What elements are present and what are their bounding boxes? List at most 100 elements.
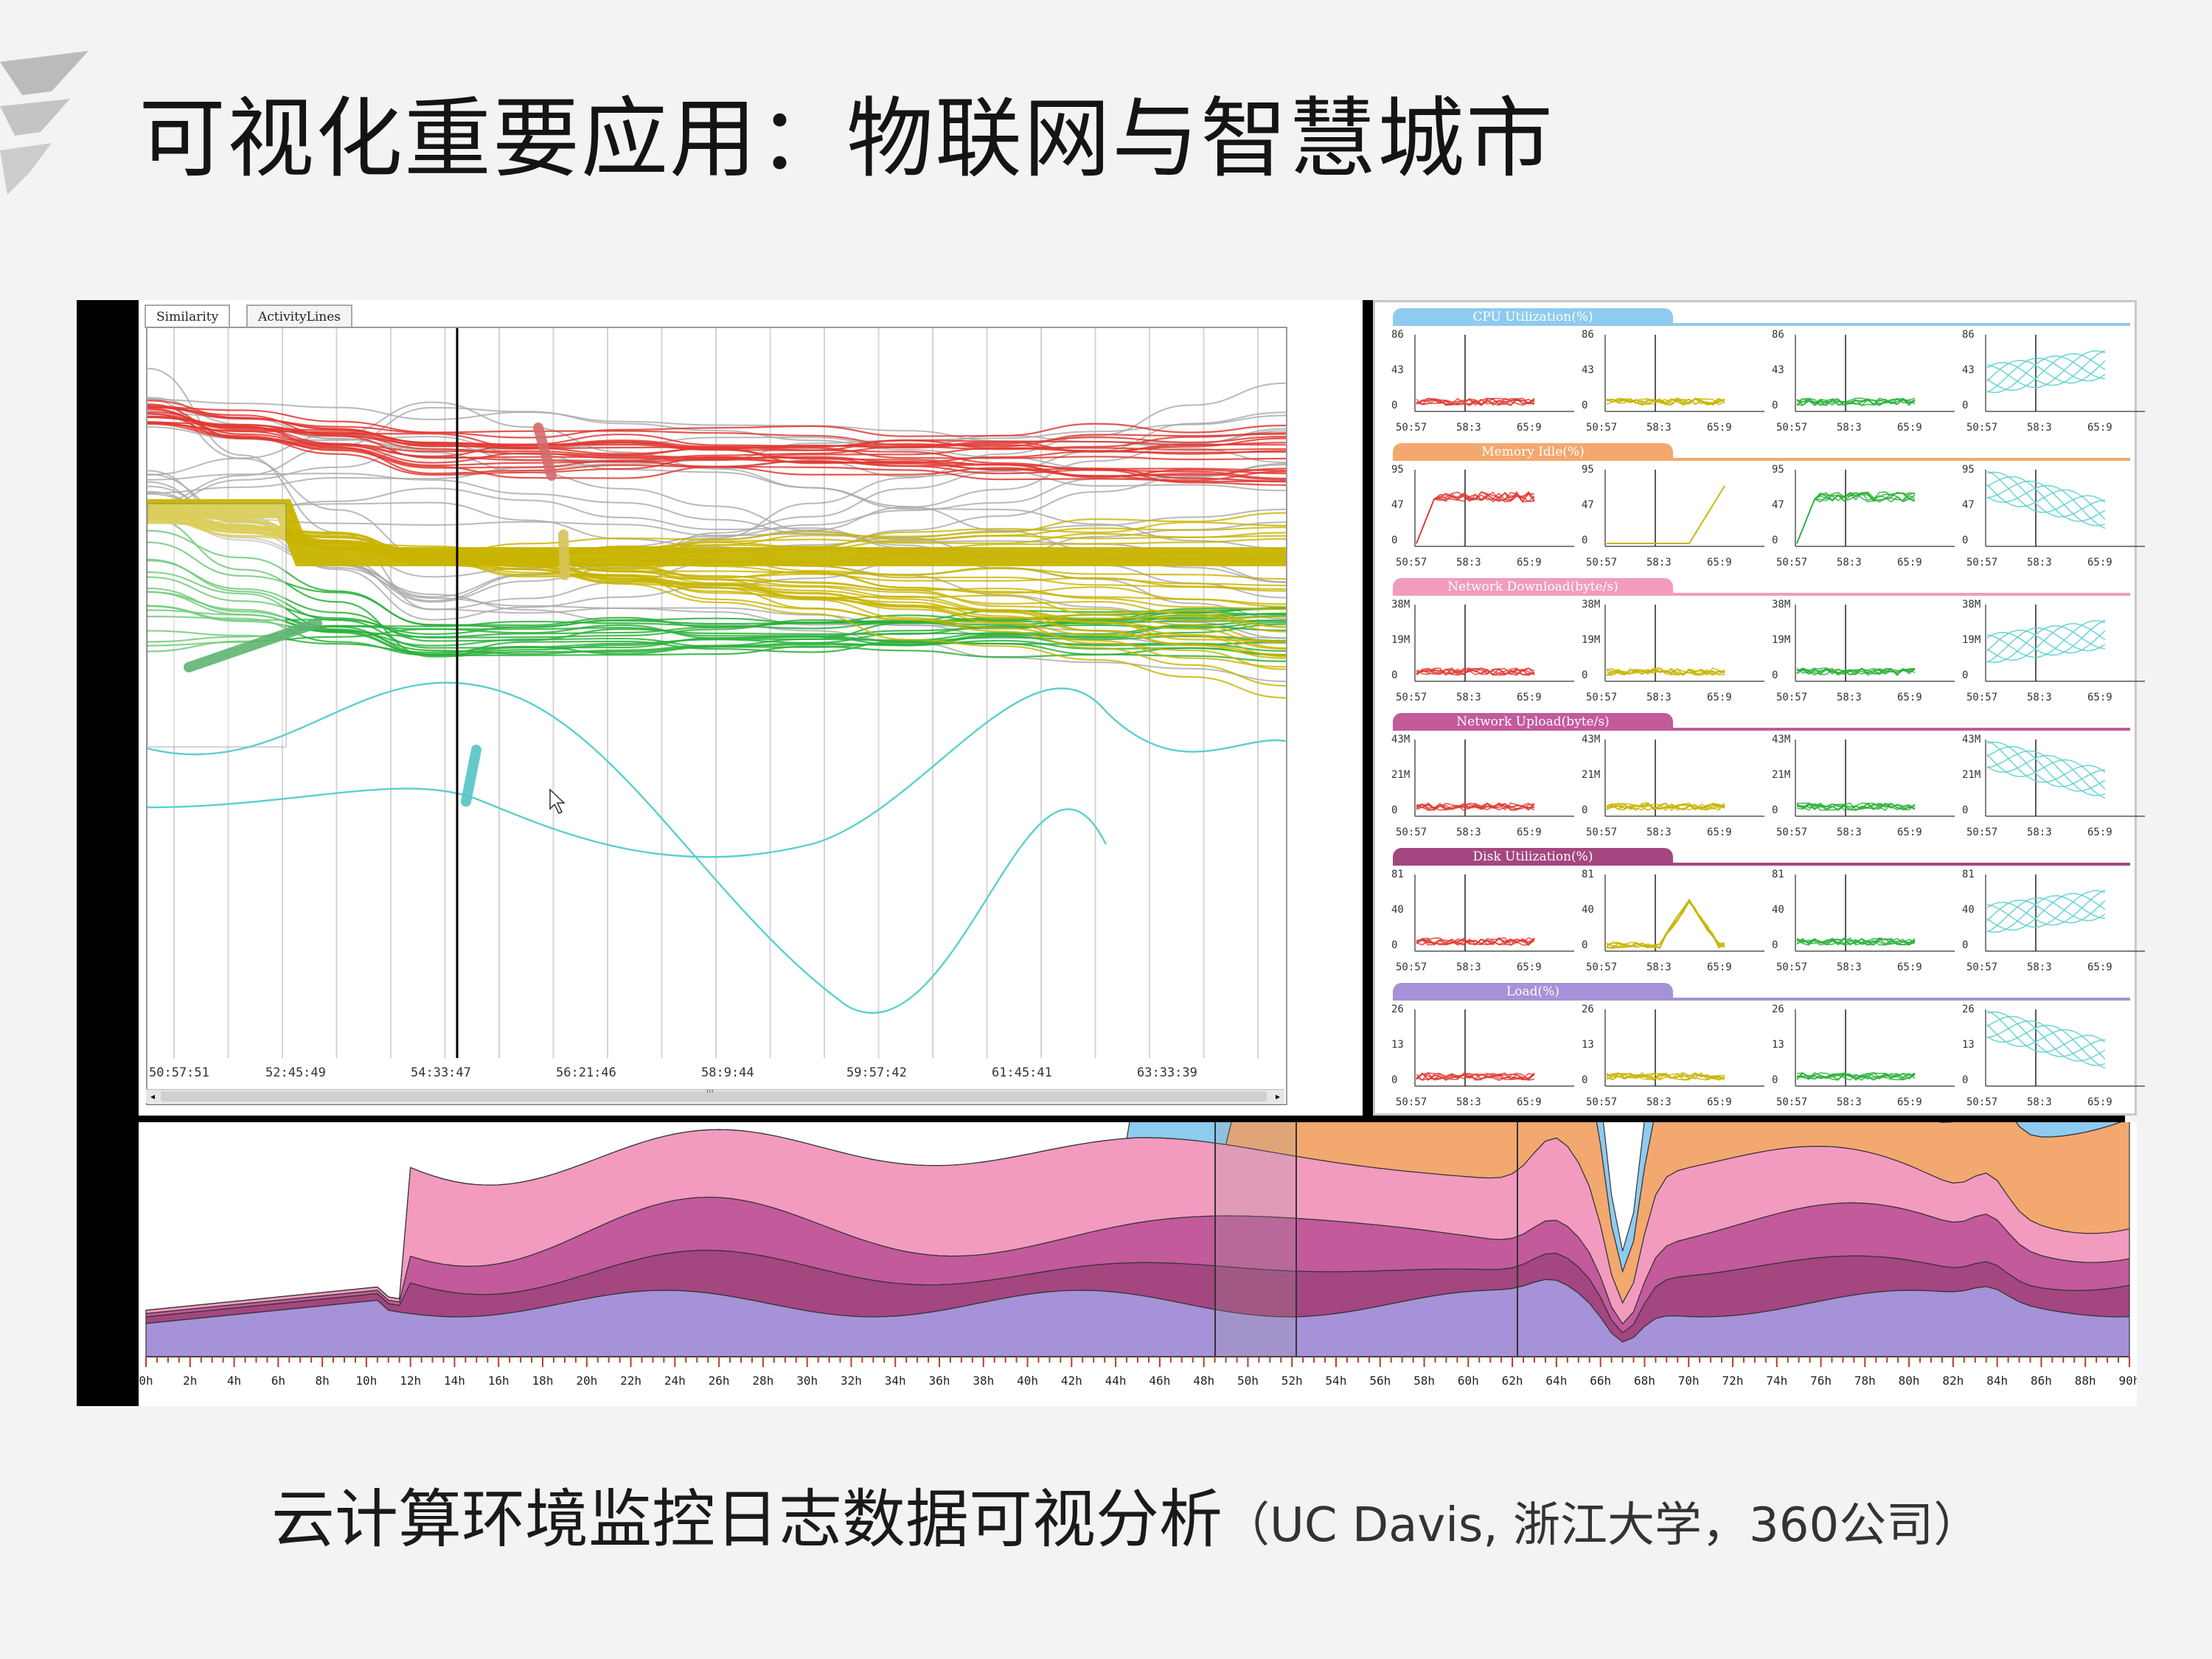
metric-header-label[interactable]: Network Download(byte/s): [1393, 578, 1673, 596]
metric-mini-chart[interactable]: 38M 19M 0 50:57 58:3 65:9: [1770, 599, 1956, 712]
scroll-left-arrow-icon[interactable]: ◂: [150, 1091, 156, 1102]
metric-mini-chart[interactable]: 86 43 0 50:57 58:3 65:9: [1580, 329, 1766, 442]
metric-header: CPU Utilization(%): [1393, 308, 2130, 326]
hour-label: 88h: [2075, 1374, 2096, 1388]
y-tick-label: 43M: [1962, 734, 1981, 745]
metric-series-line: [1606, 397, 1725, 406]
metric-mini-chart[interactable]: 43M 21M 0 50:57 58:3 65:9: [1580, 734, 1766, 846]
metric-mini-chart[interactable]: 26 13 0 50:57 58:3 65:9: [1580, 1004, 1766, 1116]
metric-header-label[interactable]: Load(%): [1393, 983, 1673, 1001]
selection-handle: [461, 745, 481, 807]
selection-handle: [184, 618, 322, 672]
y-tick-label: 81: [1582, 869, 1594, 880]
x-tick-label: 58:3: [1837, 422, 1862, 434]
caption-credits: （UC Davis, 浙江大学，360公司）: [1222, 1498, 1981, 1553]
metric-mini-chart[interactable]: 26 13 0 50:57 58:3 65:9: [1390, 1004, 1576, 1116]
y-tick-label: 0: [1772, 939, 1778, 951]
metric-mini-chart[interactable]: 43M 21M 0 50:57 58:3 65:9: [1961, 734, 2146, 846]
y-tick-label: 19M: [1962, 634, 1981, 646]
metric-series-line: [1606, 1073, 1725, 1081]
x-tick-label: 58:3: [2027, 827, 2052, 838]
y-tick-label: 0: [1582, 535, 1588, 546]
x-tick-label: 50:57: [1966, 961, 1998, 973]
metric-series-line: [1606, 899, 1725, 950]
metric-series-line: [1796, 1072, 1916, 1080]
metric-mini-chart[interactable]: 86 43 0 50:57 58:3 65:9: [1961, 329, 2146, 442]
hour-label: 8h: [315, 1374, 329, 1388]
metric-series-line: [1796, 1072, 1916, 1081]
metric-header-label[interactable]: Disk Utilization(%): [1393, 848, 1673, 866]
metric-mini-chart[interactable]: 38M 19M 0 50:57 58:3 65:9: [1580, 599, 1766, 712]
metric-mini-chart[interactable]: 38M 19M 0 50:57 58:3 65:9: [1961, 599, 2146, 712]
metric-mini-chart[interactable]: 81 40 0 50:57 58:3 65:9: [1961, 869, 2146, 981]
x-tick-label: 65:9: [1897, 961, 1922, 973]
metric-mini-chart[interactable]: 43M 21M 0 50:57 58:3 65:9: [1770, 734, 1956, 846]
y-tick-label: 40: [1772, 904, 1784, 916]
x-tick-label: 58:3: [1837, 692, 1862, 703]
hour-label: 64h: [1545, 1374, 1567, 1388]
timeline-view: 0h 2h 4h 6h 8h 10h 12h 14h 16h 18h 20h 22h 24h 26h 28h…: [139, 925, 2140, 1406]
metric-sparkline-svg: [1604, 605, 1764, 682]
scroll-thumb[interactable]: ''': [161, 1088, 1267, 1102]
metric-header-line: [1393, 998, 2130, 1001]
metric-mini-chart[interactable]: 95 47 0 50:57 58:3 65:9: [1770, 464, 1956, 577]
y-tick-label: 0: [1391, 804, 1398, 816]
metric-series-line: [1986, 1020, 2106, 1066]
x-tick-label: 58:3: [1837, 557, 1862, 568]
y-tick-label: 26: [1582, 1004, 1594, 1015]
metric-mini-chart[interactable]: 38M 19M 0 50:57 58:3 65:9: [1390, 599, 1576, 712]
hour-label: 74h: [1766, 1374, 1787, 1388]
metric-mini-chart[interactable]: 81 40 0 50:57 58:3 65:9: [1580, 869, 1766, 981]
scroll-right-arrow-icon[interactable]: ▸: [1275, 1091, 1281, 1102]
metric-series-line: [1416, 667, 1535, 675]
y-tick-label: 0: [1962, 939, 1969, 951]
x-tick-label: 58:3: [1837, 1096, 1862, 1108]
metric-header-label[interactable]: Network Upload(byte/s): [1393, 713, 1673, 731]
x-tick-label: 58:3: [2027, 961, 2052, 973]
x-tick-label: 65:9: [2087, 422, 2112, 434]
horizontal-scrollbar[interactable]: ◂ ''' ▸: [146, 1088, 1284, 1103]
y-tick-label: 0: [1772, 535, 1778, 546]
metric-mini-chart[interactable]: 95 47 0 50:57 58:3 65:9: [1580, 464, 1766, 577]
metric-header-label[interactable]: CPU Utilization(%): [1393, 308, 1673, 326]
metric-mini-chart[interactable]: 86 43 0 50:57 58:3 65:9: [1770, 329, 1956, 442]
x-tick-label: 50:57: [1396, 961, 1427, 973]
metric-header-label[interactable]: Memory Idle(%): [1393, 443, 1673, 461]
metric-series-line: [1606, 900, 1725, 949]
metric-mini-chart[interactable]: 95 47 0 50:57 58:3 65:9: [1961, 464, 2146, 577]
activity-line: [147, 681, 1107, 1014]
hour-label: 0h: [139, 1374, 153, 1388]
metric-mini-chart[interactable]: 81 40 0 50:57 58:3 65:9: [1770, 869, 1956, 981]
metric-mini-chart[interactable]: 26 13 0 50:57 58:3 65:9: [1961, 1004, 2146, 1116]
activity-line: [147, 420, 1286, 469]
x-tick-label: 65:9: [1517, 1096, 1542, 1108]
metric-mini-chart[interactable]: 26 13 0 50:57 58:3 65:9: [1770, 1004, 1956, 1116]
metric-mini-chart[interactable]: 95 47 0 50:57 58:3 65:9: [1390, 464, 1576, 577]
y-tick-label: 0: [1391, 535, 1398, 546]
y-tick-label: 43M: [1582, 734, 1601, 745]
y-tick-label: 0: [1391, 1074, 1398, 1086]
metric-mini-chart[interactable]: 43M 21M 0 50:57 58:3 65:9: [1390, 734, 1576, 846]
metric-sparkline-svg: [1414, 874, 1574, 952]
metric-mini-chart[interactable]: 81 40 0 50:57 58:3 65:9: [1390, 869, 1576, 981]
metric-series-line: [1986, 350, 2106, 389]
metric-series-line: [1606, 1072, 1725, 1081]
metric-series-line: [1416, 1072, 1535, 1082]
tab-activitylines[interactable]: ActivityLines: [246, 305, 353, 328]
x-tick-label: 58:3: [1456, 557, 1481, 568]
metric-sparkline-svg: [1414, 605, 1574, 682]
hour-label: 20h: [576, 1374, 597, 1388]
timeline-streamgraph[interactable]: 0h 2h 4h 6h 8h 10h 12h 14h 16h 18h 20h 22h 24h 26h 28h…: [139, 925, 2140, 1406]
y-tick-label: 0: [1962, 669, 1969, 681]
hour-label: 78h: [1854, 1374, 1876, 1388]
time-label: 58:9:44: [701, 1065, 754, 1080]
metric-series-line: [1986, 360, 2106, 384]
tab-similarity[interactable]: Similarity: [145, 305, 231, 328]
metric-series-line: [1796, 492, 1916, 544]
y-tick-label: 26: [1772, 1004, 1784, 1015]
metric-sparkline-svg: [1795, 605, 1955, 682]
hour-label: 22h: [620, 1374, 641, 1388]
y-tick-label: 38M: [1582, 599, 1601, 611]
metric-mini-chart[interactable]: 86 43 0 50:57 58:3 65:9: [1390, 329, 1576, 442]
y-tick-label: 0: [1962, 400, 1969, 411]
